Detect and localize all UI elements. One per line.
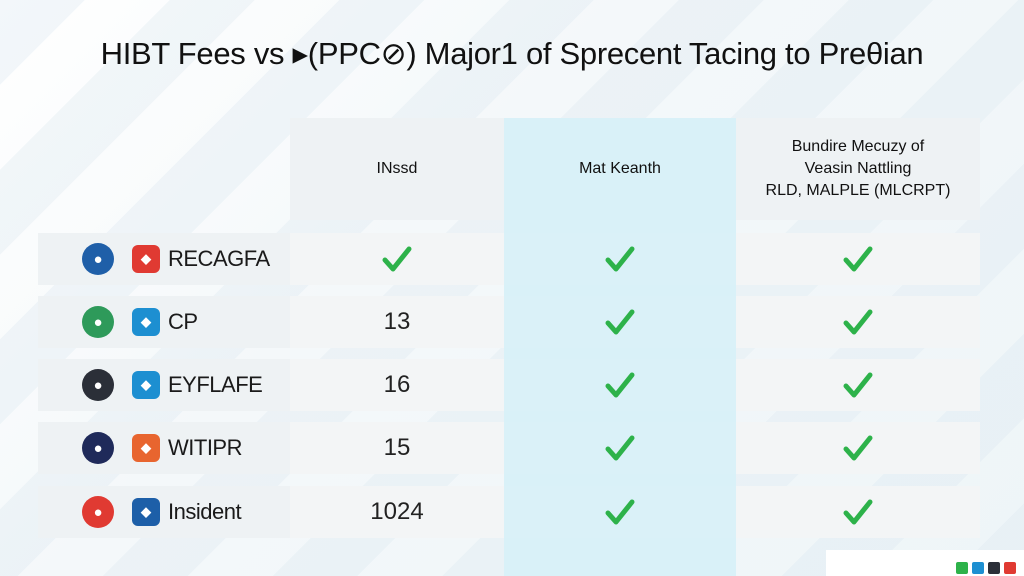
col-a-value: 1024: [370, 498, 424, 525]
brand-logo-icon: ●: [82, 243, 114, 275]
brand-mark-icon: ◆: [132, 308, 160, 336]
brand-cell: ● ◆ CP: [38, 296, 290, 348]
col-a-cell: 15: [290, 422, 504, 474]
check-icon: [605, 246, 635, 272]
col-a-value: 16: [383, 371, 411, 398]
col-c-cell: [736, 486, 980, 538]
column-header-b: Mat Keanth: [504, 118, 736, 220]
col-a-value: 13: [383, 308, 411, 335]
col-b-cell: [504, 422, 736, 474]
col-a-cell: [290, 233, 504, 285]
col-c-cell: [736, 359, 980, 411]
brand-name: WITIPR: [168, 435, 243, 460]
brand-mark-icon: ◆: [132, 498, 160, 526]
col-a-cell: 16: [290, 359, 504, 411]
table-row: ● ◆ EYFLAFE 16: [38, 359, 980, 411]
column-header-a: INssd: [290, 118, 504, 220]
table-row: ● ◆ Insident 1024: [38, 486, 980, 538]
check-icon: [843, 246, 873, 272]
check-icon: [843, 499, 873, 525]
column-header-c-line2: Veasin Nattling: [804, 160, 912, 177]
brand-cell: ● ◆ EYFLAFE: [38, 359, 290, 411]
check-icon: [843, 372, 873, 398]
check-icon: [605, 372, 635, 398]
col-b-cell: [504, 296, 736, 348]
col-c-cell: [736, 233, 980, 285]
col-a-cell: 13: [290, 296, 504, 348]
check-icon: [605, 499, 635, 525]
corner-logo-icon: [956, 562, 968, 574]
brand-logo-icon: ●: [82, 496, 114, 528]
brand-name: RECAGFA: [168, 246, 270, 271]
col-b-cell: [504, 486, 736, 538]
col-a-value: 15: [383, 434, 411, 461]
page-title: HIBT Fees vs ▸(PPC⊘) Major1 of Sprecent …: [100, 36, 924, 71]
check-icon: [843, 309, 873, 335]
brand-logo-icon: ●: [82, 306, 114, 338]
column-header-c: Bundire Mecuzy of Veasin Nattling RLD, M…: [736, 118, 980, 220]
check-icon: [605, 435, 635, 461]
table-row: ● ◆ RECAGFA: [38, 233, 980, 285]
brand-cell: ● ◆ Insident: [38, 486, 290, 538]
col-c-cell: [736, 296, 980, 348]
column-header-a-label: INssd: [376, 160, 418, 177]
column-header-c-line1: Bundire Mecuzy of: [791, 138, 925, 155]
column-header-c-line3: RLD, MALPLE (MLCRPT): [765, 182, 951, 199]
table-row: ● ◆ CP 13: [38, 296, 980, 348]
check-icon: [605, 309, 635, 335]
brand-name: EYFLAFE: [168, 372, 263, 397]
brand-mark-icon: ◆: [132, 434, 160, 462]
brand-mark-icon: ◆: [132, 245, 160, 273]
table-row: ● ◆ WITIPR 15: [38, 422, 980, 474]
check-icon: [843, 435, 873, 461]
corner-logo-icon: [972, 562, 984, 574]
brand-cell: ● ◆ RECAGFA: [38, 233, 290, 285]
brand-logo-icon: ●: [82, 369, 114, 401]
col-c-cell: [736, 422, 980, 474]
col-b-cell: [504, 359, 736, 411]
corner-logo-icon: [1004, 562, 1016, 574]
col-a-cell: 1024: [290, 486, 504, 538]
brand-name: Insident: [168, 499, 242, 524]
brand-mark-icon: ◆: [132, 371, 160, 399]
check-icon: [382, 246, 412, 272]
brand-logo-icon: ●: [82, 432, 114, 464]
corner-logo-icon: [988, 562, 1000, 574]
col-b-cell: [504, 233, 736, 285]
brand-cell: ● ◆ WITIPR: [38, 422, 290, 474]
brand-name: CP: [168, 309, 198, 334]
corner-logos: [826, 550, 1024, 576]
column-header-b-label: Mat Keanth: [579, 160, 661, 177]
